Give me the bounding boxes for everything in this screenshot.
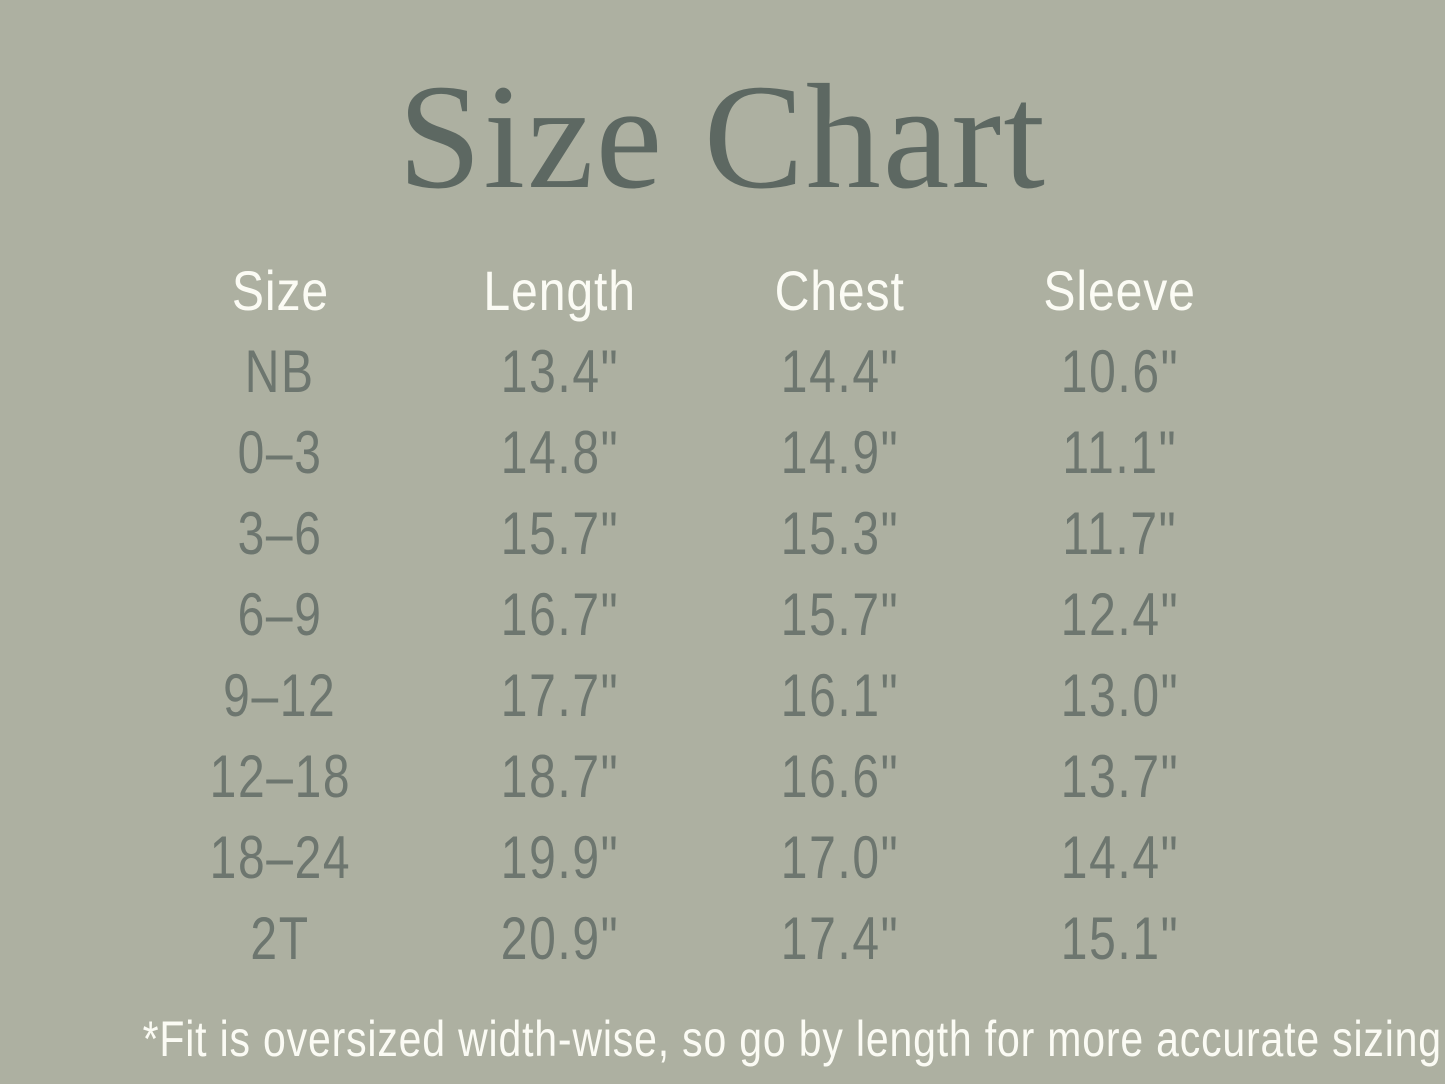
column-header-chest: Chest [774, 259, 906, 322]
table-row: 2T 20.9" 17.4" 15.1" [140, 898, 1260, 979]
cell-size: 6–9 [237, 581, 323, 648]
table-row: 6–9 16.7" 15.7" 12.4" [140, 574, 1260, 655]
cell-length: 15.7" [500, 500, 620, 567]
page-title: Size Chart [397, 54, 1047, 220]
size-table: Size Length Chest Sleeve NB 13.4" 14.4" … [140, 250, 1260, 979]
cell-chest: 14.4" [780, 338, 900, 405]
footnote-text: *Fit is oversized width-wise, so go by l… [142, 1011, 1442, 1067]
cell-length: 13.4" [500, 338, 620, 405]
cell-size: 3–6 [237, 500, 323, 567]
column-header-sleeve: Sleeve [1043, 259, 1197, 322]
cell-sleeve: 11.7" [1062, 500, 1178, 567]
cell-chest: 15.3" [780, 500, 900, 567]
cell-sleeve: 13.0" [1060, 662, 1180, 729]
table-row: 0–3 14.8" 14.9" 11.1" [140, 412, 1260, 493]
cell-sleeve: 14.4" [1060, 824, 1180, 891]
cell-chest: 15.7" [780, 581, 900, 648]
cell-length: 20.9" [500, 905, 620, 972]
cell-sleeve: 13.7" [1060, 743, 1180, 810]
cell-length: 16.7" [500, 581, 620, 648]
column-header-size: Size [231, 259, 329, 322]
cell-chest: 16.1" [780, 662, 900, 729]
cell-size: 2T [250, 905, 310, 972]
cell-sleeve: 10.6" [1060, 338, 1180, 405]
cell-sleeve: 12.4" [1060, 581, 1180, 648]
table-row: 9–12 17.7" 16.1" 13.0" [140, 655, 1260, 736]
table-row: 3–6 15.7" 15.3" 11.7" [140, 493, 1260, 574]
cell-length: 17.7" [500, 662, 620, 729]
footnote: *Fit is oversized width-wise, so go by l… [0, 1010, 1445, 1068]
cell-size: 18–24 [209, 824, 351, 891]
table-row: NB 13.4" 14.4" 10.6" [140, 331, 1260, 412]
cell-size: 9–12 [223, 662, 337, 729]
table-header-row: Size Length Chest Sleeve [140, 250, 1260, 331]
cell-sleeve: 15.1" [1060, 905, 1180, 972]
cell-length: 19.9" [500, 824, 620, 891]
cell-length: 14.8" [500, 419, 620, 486]
cell-length: 18.7" [500, 743, 620, 810]
cell-size: NB [245, 338, 315, 405]
table-row: 12–18 18.7" 16.6" 13.7" [140, 736, 1260, 817]
table-row: 18–24 19.9" 17.0" 14.4" [140, 817, 1260, 898]
cell-size: 0–3 [237, 419, 323, 486]
cell-chest: 17.0" [780, 824, 900, 891]
cell-chest: 17.4" [780, 905, 900, 972]
cell-chest: 14.9" [780, 419, 900, 486]
column-header-length: Length [483, 259, 637, 322]
cell-size: 12–18 [209, 743, 351, 810]
cell-sleeve: 11.1" [1062, 419, 1178, 486]
cell-chest: 16.6" [780, 743, 900, 810]
